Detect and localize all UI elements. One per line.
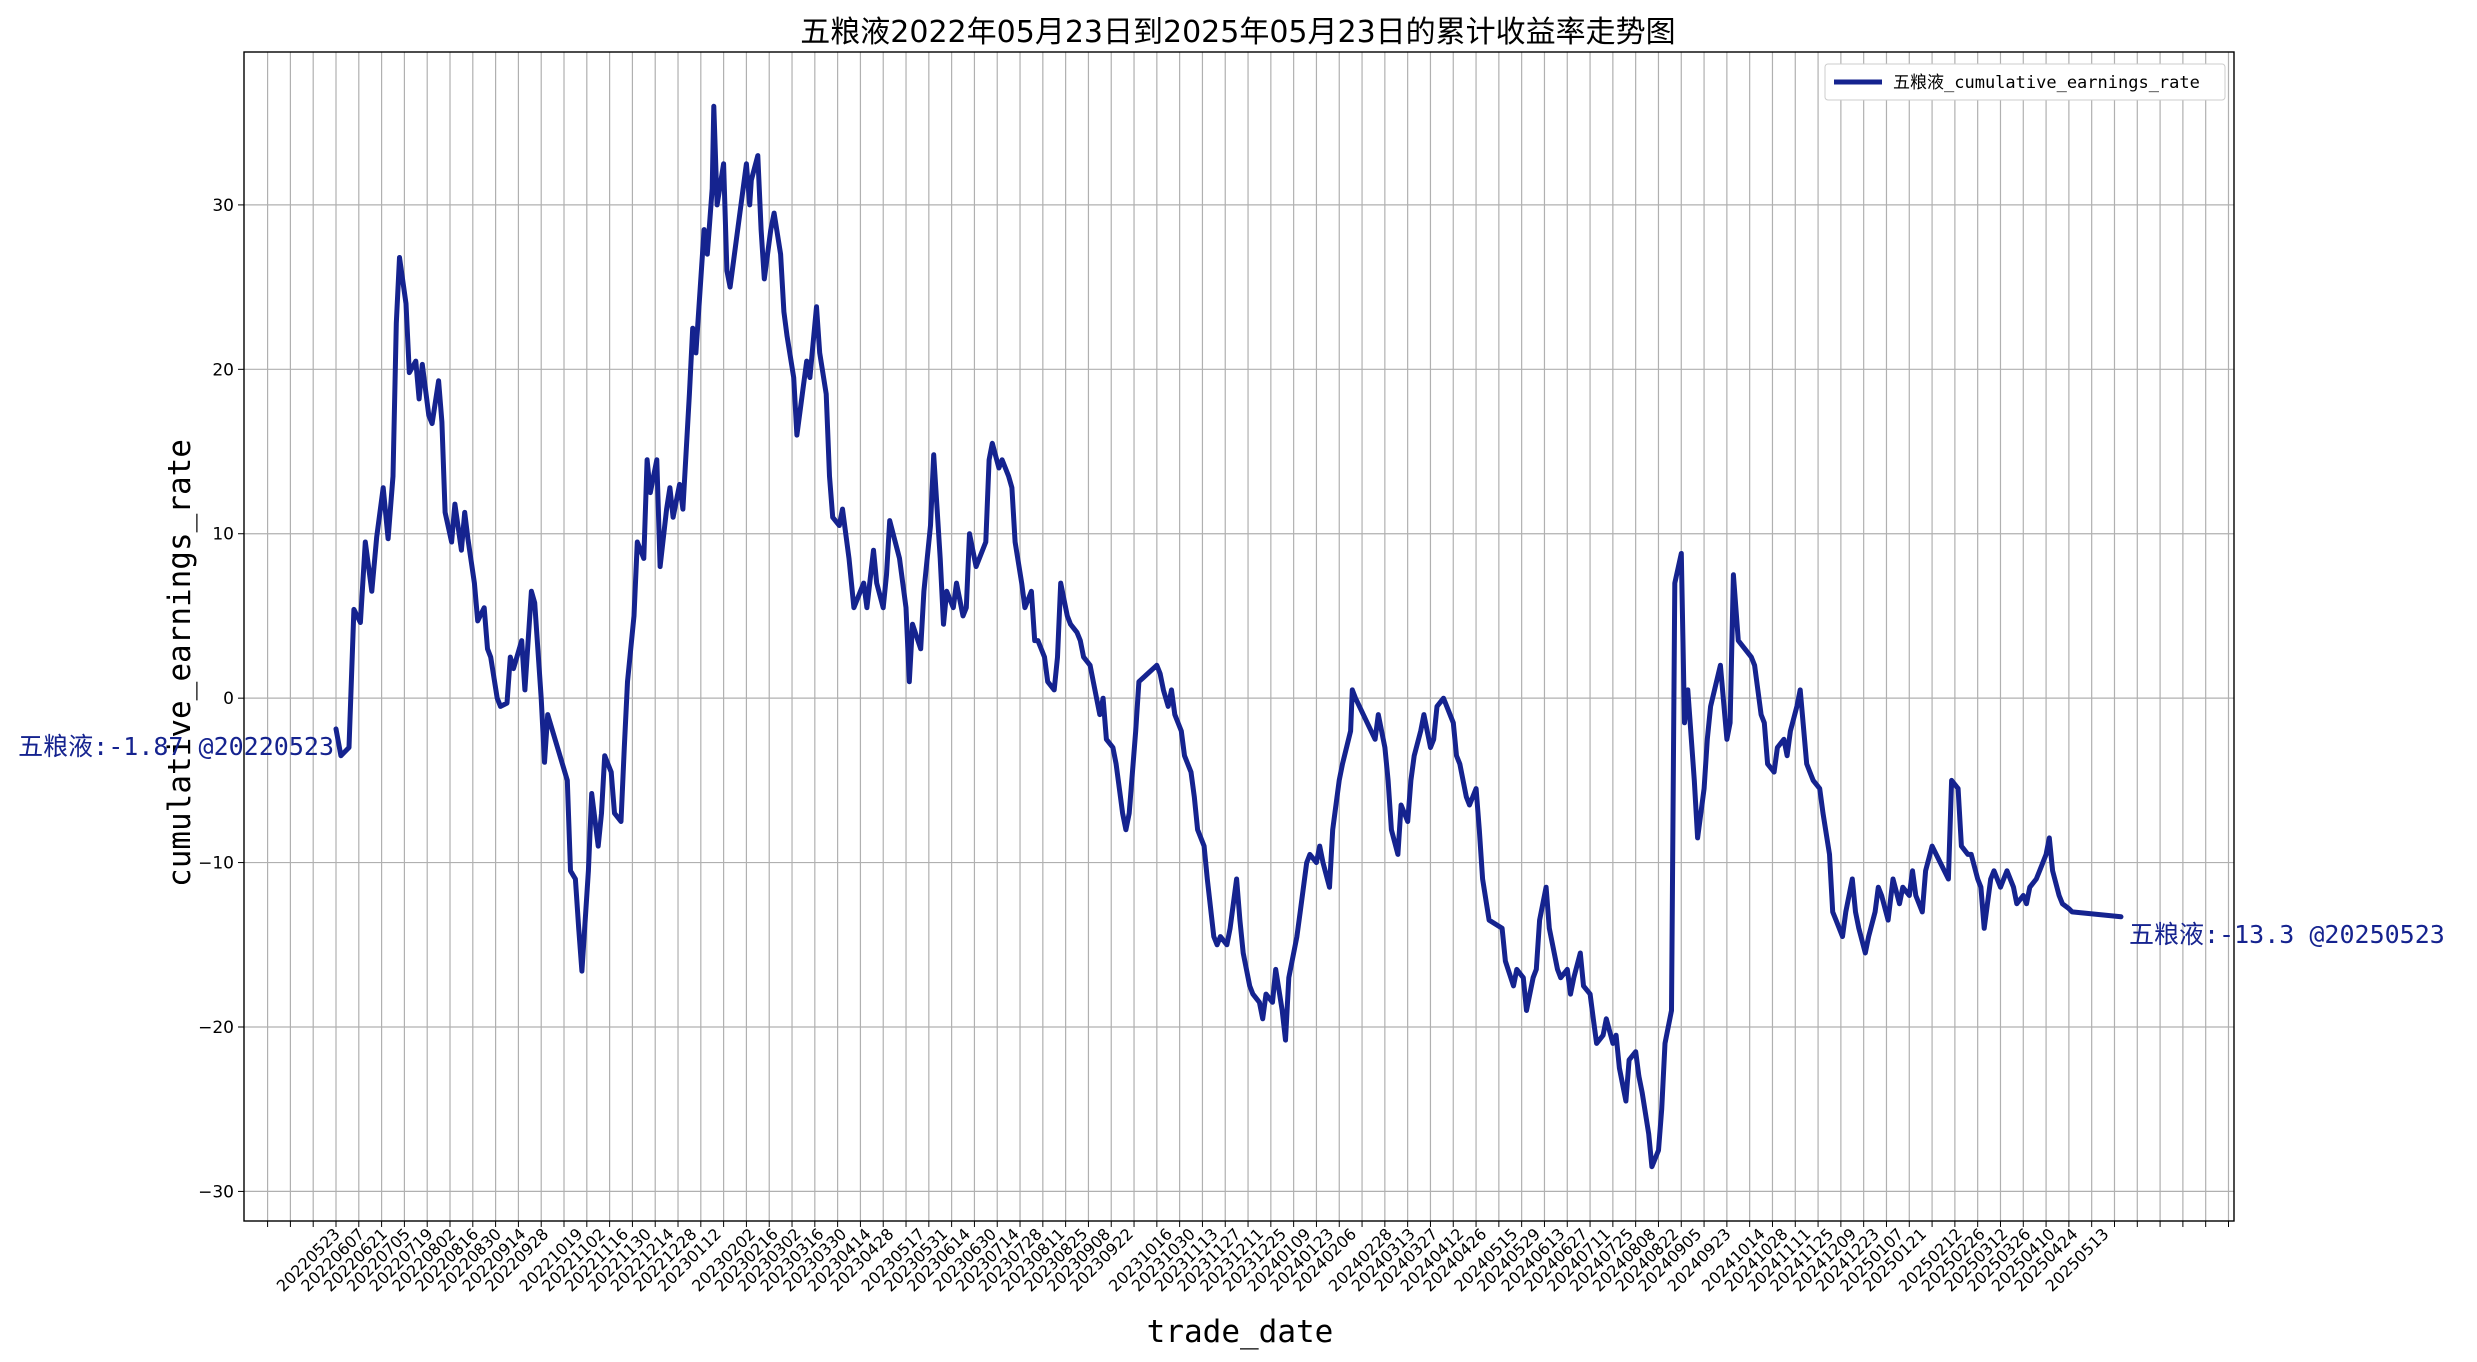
grid xyxy=(244,52,2234,1221)
annotation-label: 五粮液:-13.3 @20250523 xyxy=(2129,920,2445,949)
annotation-label: 五粮液:-1.87 @20220523 xyxy=(18,732,334,761)
axis-ticks: −30−20−100102030202205232022060720220621… xyxy=(198,196,2229,1295)
y-tick-label: 0 xyxy=(223,689,234,709)
series-lines xyxy=(333,103,2124,1170)
legend-label: 五粮液_cumulative_earnings_rate xyxy=(1893,73,2200,93)
plot-frame xyxy=(243,51,2235,1222)
y-tick-label: −10 xyxy=(198,854,234,874)
y-axis-label: cumulative_earnings_rate xyxy=(162,439,198,887)
y-tick-label: −20 xyxy=(198,1018,234,1038)
annotations: 五粮液:-1.87 @20220523 五粮液:-13.3 @20250523 xyxy=(18,732,2445,949)
y-tick-label: 30 xyxy=(212,196,234,216)
x-axis-label: trade_date xyxy=(1147,1314,1334,1350)
legend: 五粮液_cumulative_earnings_rate xyxy=(1824,63,2226,101)
chart-title: 五粮液2022年05月23日到2025年05月23日的累计收益率走势图 xyxy=(800,15,1675,50)
y-tick-label: −30 xyxy=(198,1182,234,1202)
series-line xyxy=(333,103,2124,1170)
legend-box xyxy=(1824,63,2226,101)
y-tick-label: 20 xyxy=(212,360,234,380)
y-tick-label: 10 xyxy=(212,525,234,545)
